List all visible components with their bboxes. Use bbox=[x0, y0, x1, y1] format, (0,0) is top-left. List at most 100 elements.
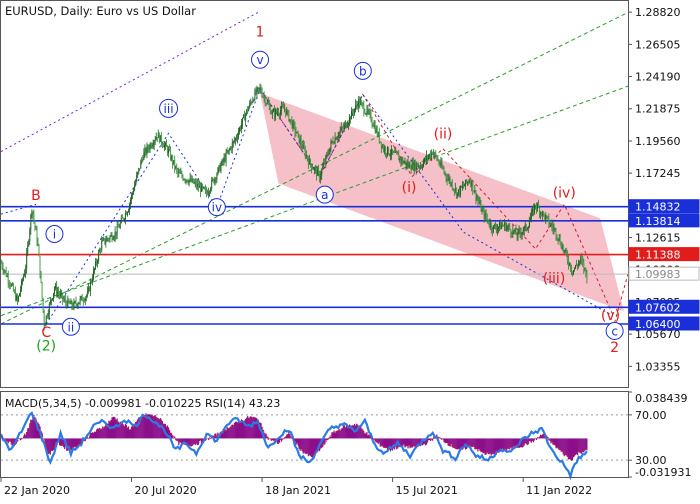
candle-body bbox=[456, 192, 458, 196]
macd-bar bbox=[276, 438, 279, 444]
macd-bar bbox=[506, 438, 508, 451]
candle-body bbox=[431, 152, 433, 157]
macd-bar bbox=[399, 438, 401, 445]
macd-bar bbox=[412, 438, 414, 447]
macd-bar bbox=[325, 438, 327, 441]
macd-bar bbox=[46, 438, 48, 454]
candle-body bbox=[110, 234, 112, 237]
wave-label-text: (i) bbox=[402, 180, 417, 196]
macd-bar bbox=[197, 438, 199, 445]
macd-bar bbox=[580, 438, 582, 454]
macd-bar bbox=[535, 438, 538, 440]
macd-bar bbox=[285, 436, 287, 439]
candle-body bbox=[124, 213, 126, 220]
candle-body bbox=[541, 212, 543, 216]
candle-body bbox=[505, 222, 507, 230]
candle-body bbox=[516, 234, 518, 237]
candle-body bbox=[16, 295, 18, 301]
candle-body bbox=[362, 103, 364, 105]
candle-body bbox=[239, 127, 240, 133]
macd-bar bbox=[134, 424, 136, 439]
candle-body bbox=[488, 223, 490, 226]
candle-body bbox=[421, 166, 423, 168]
candle-body bbox=[344, 122, 346, 125]
candle-body bbox=[479, 202, 481, 204]
macd-bar bbox=[70, 438, 72, 450]
candle-body bbox=[302, 145, 304, 149]
candle-body bbox=[419, 166, 421, 168]
macd-bar bbox=[205, 437, 208, 439]
level-value-label: 1.07602 bbox=[635, 301, 681, 314]
candle-body bbox=[48, 303, 50, 314]
candle-body bbox=[583, 262, 585, 270]
macd-bar bbox=[97, 428, 99, 439]
candle-body bbox=[453, 189, 455, 191]
candle-body bbox=[204, 187, 205, 190]
macd-bar bbox=[104, 426, 106, 439]
macd-bar bbox=[452, 438, 454, 448]
candle-body bbox=[192, 178, 194, 184]
macd-bar bbox=[565, 438, 567, 456]
candle-body bbox=[376, 128, 378, 136]
macd-bar bbox=[120, 423, 122, 439]
candle-body bbox=[460, 186, 461, 195]
macd-bar bbox=[343, 425, 345, 439]
wave-label: 2 bbox=[610, 340, 619, 356]
macd-bar bbox=[266, 436, 268, 439]
candle-body bbox=[457, 189, 459, 193]
candle-body bbox=[189, 178, 191, 181]
macd-bar bbox=[236, 422, 239, 439]
macd-bar bbox=[402, 438, 404, 446]
symbol-header: EURUSD, Daily: Euro vs US Dollar bbox=[5, 4, 196, 18]
macd-bar bbox=[227, 428, 229, 439]
candle-body bbox=[77, 304, 79, 307]
candle-body bbox=[501, 225, 503, 229]
macd-bar bbox=[148, 414, 150, 439]
candle-body bbox=[50, 299, 52, 301]
macd-bar bbox=[551, 438, 553, 442]
candle-body bbox=[405, 161, 407, 166]
macd-bar bbox=[172, 435, 174, 439]
candle-body bbox=[237, 132, 239, 138]
price-tick-label: 1.21875 bbox=[635, 103, 681, 116]
macd-bar bbox=[33, 414, 35, 439]
candle-body bbox=[40, 275, 42, 283]
macd-bar bbox=[547, 436, 549, 439]
candle-body bbox=[102, 239, 104, 242]
candle-body bbox=[39, 256, 41, 276]
candle-body bbox=[219, 165, 221, 172]
macd-bar bbox=[77, 438, 79, 448]
candle-body bbox=[154, 139, 156, 142]
candle-body bbox=[13, 290, 15, 292]
candle-body bbox=[158, 133, 160, 142]
macd-bar bbox=[139, 417, 141, 439]
macd-bar bbox=[339, 430, 341, 439]
macd-bar bbox=[249, 417, 251, 439]
candle-body bbox=[55, 285, 56, 289]
candle-body bbox=[577, 265, 579, 267]
macd-bar bbox=[528, 438, 530, 442]
macd-bar bbox=[241, 420, 244, 439]
candle-body bbox=[190, 178, 192, 182]
candle-body bbox=[394, 151, 396, 153]
candle-body bbox=[390, 154, 392, 156]
candle-body bbox=[310, 164, 312, 169]
macd-bar bbox=[149, 414, 151, 439]
candle-body bbox=[140, 161, 142, 169]
macd-bar bbox=[482, 438, 484, 454]
candle-body bbox=[413, 161, 415, 170]
candle-body bbox=[323, 162, 325, 167]
macd-bar bbox=[287, 433, 289, 439]
candle-body bbox=[34, 220, 36, 227]
candle-body bbox=[261, 92, 263, 97]
candle-body bbox=[144, 148, 146, 153]
macd-bar bbox=[543, 433, 545, 439]
candle-body bbox=[70, 301, 72, 305]
candle-body bbox=[188, 180, 190, 184]
macd-bar bbox=[181, 438, 183, 444]
macd-bar bbox=[68, 438, 70, 450]
macd-bar bbox=[522, 438, 524, 447]
candle-body bbox=[228, 149, 230, 151]
macd-bar bbox=[389, 438, 392, 452]
candle-body bbox=[490, 223, 492, 230]
